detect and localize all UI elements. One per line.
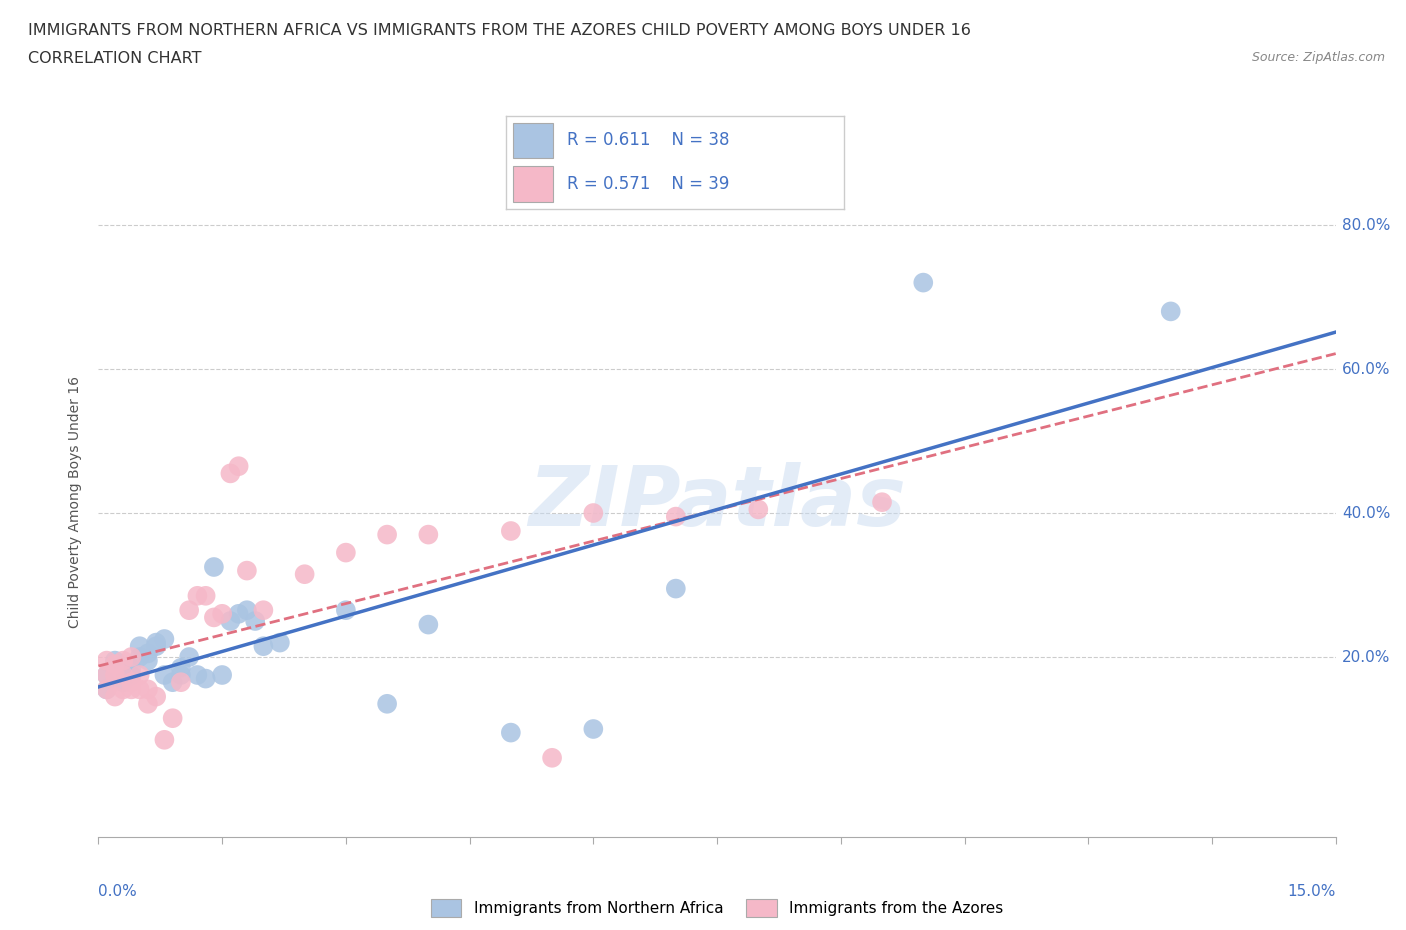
Point [252,603,274,618]
Point [194,671,217,686]
Point [136,653,159,668]
Point [136,646,159,661]
Point [219,466,242,481]
Text: ZIPatlas: ZIPatlas [529,461,905,543]
Point [153,631,176,646]
Point [582,506,605,521]
Point [252,639,274,654]
Point [211,668,233,683]
Text: R = 0.571    N = 39: R = 0.571 N = 39 [567,175,730,193]
Point [170,668,193,683]
Point [128,668,150,683]
Point [145,639,167,654]
Point [582,722,605,737]
Text: 15.0%: 15.0% [1288,884,1336,899]
Point [1160,304,1182,319]
Point [228,606,250,621]
Point [236,564,259,578]
Point [747,502,769,517]
Point [375,697,398,711]
Point [112,682,135,697]
Point [912,275,935,290]
Point [375,527,398,542]
Point [104,660,127,675]
Point [136,697,159,711]
Point [202,610,225,625]
Point [104,657,127,671]
Point [120,649,142,664]
Point [243,614,266,629]
Bar [513,123,554,158]
Point [96,682,118,697]
Point [269,635,291,650]
Text: 60.0%: 60.0% [1341,362,1391,377]
Text: CORRELATION CHART: CORRELATION CHART [28,51,201,66]
Point [335,603,357,618]
Legend: Immigrants from Northern Africa, Immigrants from the Azores: Immigrants from Northern Africa, Immigra… [425,893,1010,923]
Point [186,668,208,683]
Point [665,509,688,524]
Point [112,653,135,668]
Point [418,618,440,632]
Point [186,589,208,604]
Point [153,668,176,683]
Text: R = 0.611    N = 38: R = 0.611 N = 38 [567,131,730,150]
Text: 0.0%: 0.0% [98,884,138,899]
Point [145,689,167,704]
Point [294,566,316,581]
Point [170,660,193,675]
Point [128,649,150,664]
Point [870,495,893,510]
Point [112,675,135,690]
Point [418,527,440,542]
Point [665,581,688,596]
Text: 40.0%: 40.0% [1341,506,1391,521]
Point [96,668,118,683]
Text: Source: ZipAtlas.com: Source: ZipAtlas.com [1251,51,1385,64]
Y-axis label: Child Poverty Among Boys Under 16: Child Poverty Among Boys Under 16 [69,377,83,628]
Point [179,603,201,618]
Point [120,660,142,675]
Point [120,668,142,683]
Point [499,725,522,740]
Point [153,732,176,747]
Point [162,711,184,725]
Point [136,682,159,697]
Point [228,458,250,473]
Bar [513,166,554,202]
Point [145,635,167,650]
Point [194,589,217,604]
Point [335,545,357,560]
Point [120,675,142,690]
Point [104,668,127,683]
Point [128,682,150,697]
Point [236,603,259,618]
Point [162,675,184,690]
Text: IMMIGRANTS FROM NORTHERN AFRICA VS IMMIGRANTS FROM THE AZORES CHILD POVERTY AMON: IMMIGRANTS FROM NORTHERN AFRICA VS IMMIG… [28,23,972,38]
Point [104,653,127,668]
Point [170,675,193,690]
Point [96,653,118,668]
Point [211,606,233,621]
Point [120,682,142,697]
Text: 80.0%: 80.0% [1341,218,1391,232]
Point [179,649,201,664]
Point [219,614,242,629]
Point [112,668,135,683]
Point [112,668,135,683]
Point [541,751,564,765]
Point [128,639,150,654]
Point [96,668,118,683]
Point [499,524,522,538]
Text: 20.0%: 20.0% [1341,649,1391,665]
Point [202,560,225,575]
Point [104,689,127,704]
Point [96,682,118,697]
